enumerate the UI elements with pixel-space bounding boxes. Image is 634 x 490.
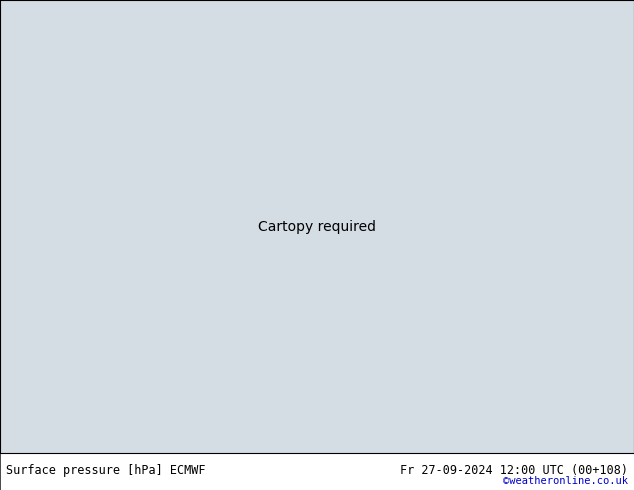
Text: ©weatheronline.co.uk: ©weatheronline.co.uk: [503, 476, 628, 486]
Text: Surface pressure [hPa] ECMWF: Surface pressure [hPa] ECMWF: [6, 464, 206, 477]
Text: Fr 27-09-2024 12:00 UTC (00+108): Fr 27-09-2024 12:00 UTC (00+108): [399, 464, 628, 477]
Text: Cartopy required: Cartopy required: [258, 220, 376, 234]
